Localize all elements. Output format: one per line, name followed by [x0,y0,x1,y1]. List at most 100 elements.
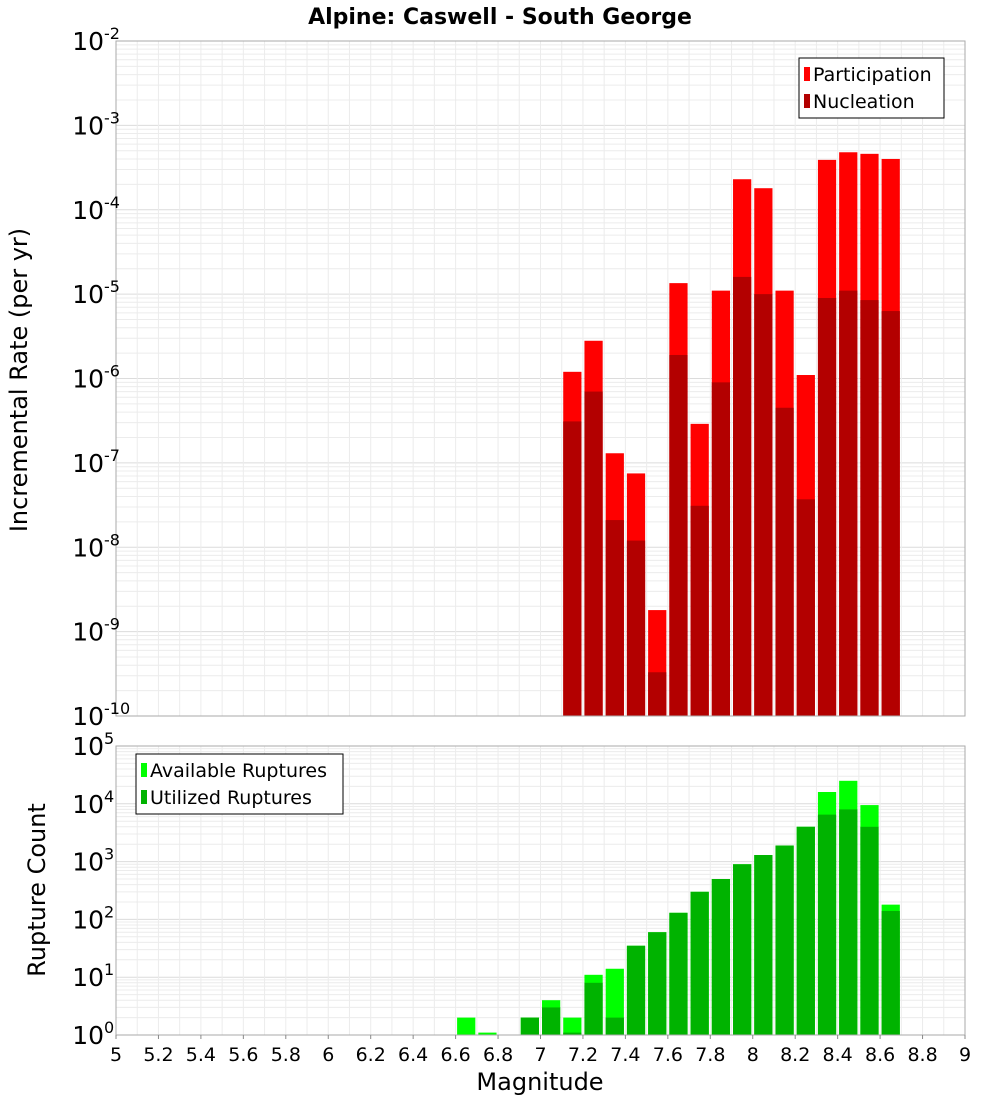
x-tick-label: 8.6 [865,1044,895,1066]
count-bar-utilized-ruptures-1 [542,1007,561,1035]
rate-y-tick-label: 10 [72,27,104,56]
rate-y-tick-label: 10 [72,196,104,225]
count-bar-utilized-ruptures-7 [669,912,688,1035]
rate-y-tick-label: 10 [72,280,104,309]
count-bar-utilized-ruptures-5 [626,945,646,1035]
rate-bar-nucleation-1 [584,391,603,716]
rate-bar-nucleation-13 [839,290,858,716]
rate-y-tick-exponent: -6 [104,362,120,381]
rate-y-tick-label: 10 [72,111,104,140]
count-y-tick-exponent: 2 [104,902,114,921]
magnitude-x-ticks: 5 5.2 5.4 5.6 5.8 6 6.2 6.4 6.6 6.8 7 7.2 7.4 7.6 7.8 8… [110,1035,971,1066]
count-bar-utilized-ruptures-9 [711,878,731,1035]
count-bar-utilized-ruptures-0 [520,1017,539,1035]
rate-bar-nucleation-6 [690,505,709,716]
x-tick-label: 7.8 [695,1044,725,1066]
count-y-tick-exponent: 3 [104,845,114,864]
rate-bar-nucleation-15 [881,311,900,716]
count-legend-swatch [141,763,147,777]
count-bar-utilized-ruptures-2 [563,1032,582,1035]
count-y-tick-exponent: 5 [104,729,114,748]
rate-y-tick-label: 10 [72,365,104,394]
count-bar-utilized-ruptures-16 [860,826,879,1035]
x-tick-label: 6.4 [398,1044,428,1066]
x-tick-label: 6.8 [483,1044,513,1066]
rate-bar-nucleation-3 [626,540,646,716]
rate-y-tick-exponent: -9 [104,615,120,634]
count-legend-swatch [141,790,147,804]
rate-bar-nucleation-10 [775,407,794,716]
count-bar-utilized-ruptures-8 [690,891,709,1035]
count-y-tick-exponent: 1 [104,960,114,979]
count-bar-utilized-ruptures-10 [733,864,752,1035]
rate-legend-swatch [804,94,810,108]
rate-bar-nucleation-8 [733,276,752,716]
rate-legend-swatch [804,67,810,81]
rate-plot-frame [115,40,966,717]
rate-y-tick-exponent: -4 [104,193,120,212]
count-bar-available-ruptures-4 [563,1017,582,1035]
rate-legend-label: Nucleation [813,91,915,113]
x-tick-label: 5.6 [228,1044,258,1066]
count-y-tick-exponent: 0 [104,1018,114,1037]
x-tick-label: 5.4 [186,1044,216,1066]
rate-bar-nucleation-0 [563,421,582,716]
count-legend: Available Ruptures Utilized Ruptures [135,753,344,815]
count-y-tick-label: 10 [72,790,104,819]
x-tick-label: 6.6 [440,1044,470,1066]
rate-y-tick-label: 10 [72,702,104,731]
rate-y-tick-label: 10 [72,618,104,647]
count-y-tick-exponent: 4 [104,787,114,806]
rate-y-tick-exponent: -7 [104,446,120,465]
rate-bar-nucleation-12 [817,297,837,716]
count-y-tick-label: 10 [72,1021,104,1050]
rate-y-tick-label: 10 [72,533,104,562]
rate-grid [115,41,966,717]
x-tick-label: 8.4 [823,1044,853,1066]
count-bar-utilized-ruptures-3 [584,982,603,1035]
x-tick-label: 7.4 [610,1044,640,1066]
x-tick-label: 7.6 [653,1044,683,1066]
x-tick-label: 8.8 [907,1044,937,1066]
x-tick-label: 9 [959,1044,971,1066]
count-bar-utilized-ruptures-13 [796,826,815,1035]
x-tick-label: 8.2 [780,1044,810,1066]
rate-bar-nucleation-9 [754,294,773,716]
count-bar-utilized-ruptures-12 [775,845,794,1035]
rate-bar-nucleation-4 [648,672,667,716]
count-bar-utilized-ruptures-15 [839,809,858,1035]
count-y-axis-label: Rupture Count [23,803,51,977]
count-bar-utilized-ruptures-11 [754,855,773,1035]
rate-y-axis-label: Incremental Rate (per yr) [5,228,33,532]
rate-y-tick-exponent: -5 [104,277,120,296]
rate-y-tick-exponent: -10 [104,699,130,718]
rate-y-tick-exponent: -8 [104,530,120,549]
count-legend-label: Utilized Ruptures [150,787,312,809]
count-y-tick-label: 10 [72,732,104,761]
rate-bar-nucleation-11 [796,499,815,716]
rate-legend-label: Participation [813,64,932,86]
count-bar-available-ruptures-1 [478,1032,497,1035]
x-tick-label: 6.2 [356,1044,386,1066]
chart-title: Alpine: Caswell - South George [308,5,692,30]
magnitude-x-axis-label: Magnitude [476,1068,603,1096]
count-bars [457,780,900,1035]
x-tick-label: 8 [747,1044,759,1066]
x-tick-label: 7 [534,1044,546,1066]
rate-legend-box [798,57,945,119]
x-tick-label: 5.2 [143,1044,173,1066]
count-y-tick-label: 10 [72,848,104,877]
rate-bar-nucleation-7 [711,382,731,716]
rate-bar-nucleation-14 [860,300,879,716]
count-y-tick-label: 10 [72,905,104,934]
rate-y-tick-label: 10 [72,449,104,478]
count-bar-utilized-ruptures-4 [605,1017,624,1035]
x-tick-label: 6 [322,1044,334,1066]
x-tick-label: 7.2 [568,1044,598,1066]
rate-bar-nucleation-2 [605,520,624,716]
rate-bar-nucleation-5 [669,354,688,716]
count-legend-box [135,753,344,815]
